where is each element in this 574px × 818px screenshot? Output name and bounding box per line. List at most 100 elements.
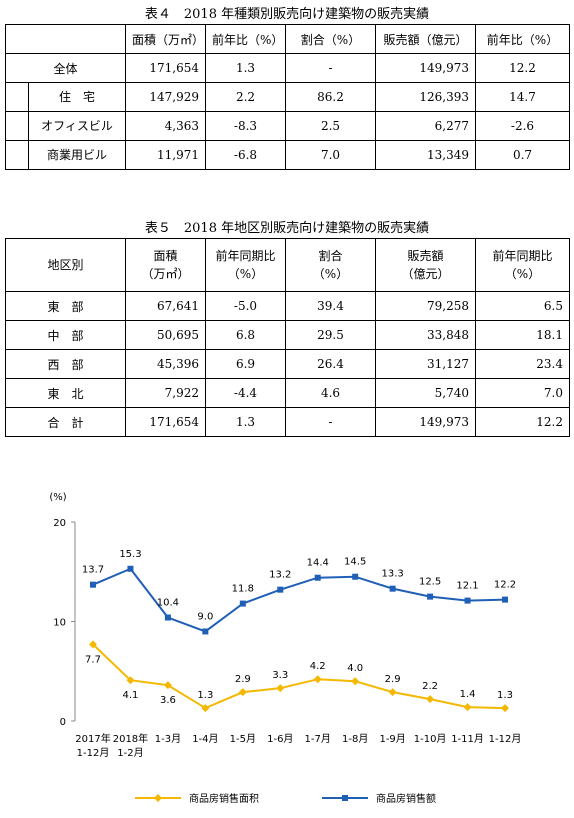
marker [239, 600, 246, 607]
cell: 4,363 [125, 111, 206, 141]
marker [163, 681, 172, 690]
header-cell: 面積（万㎡） [125, 24, 206, 54]
header-cell: 面積 （万㎡） [125, 238, 206, 292]
header-cell: 前年同期比 （%） [205, 238, 286, 292]
row: オフィスビル 4,363 -8.3 2.5 6,277 -2.6 [5, 111, 570, 141]
x-tick-label: 1-10月 [414, 733, 447, 745]
marker [426, 695, 435, 704]
cell: 東 北 [5, 378, 126, 408]
x-tick-label: 1-7月 [305, 733, 331, 745]
row: 商業用ビル 11,971 -6.8 7.0 13,349 0.7 [5, 140, 570, 170]
value-label: 3.6 [160, 695, 176, 706]
marker [127, 565, 134, 572]
cell: 合 計 [5, 407, 126, 437]
header-line: 面積 [153, 249, 178, 263]
y-tick-label: 10 [53, 618, 66, 629]
header-line: （万㎡） [141, 267, 190, 281]
marker [389, 585, 396, 592]
marker [351, 677, 360, 686]
value-label: 7.7 [85, 654, 101, 665]
table-title: 表４ 2018 年種類別販売向け建築物の販売実績 [144, 7, 430, 22]
header-cell: 割合（%） [285, 24, 376, 54]
cell: -2.6 [475, 111, 570, 141]
cell: 12.2 [475, 53, 570, 83]
value-label: 13.2 [269, 570, 291, 581]
cell: 11,971 [125, 140, 206, 170]
table: 面積（万㎡） 前年比（%） 割合（%） 販売額（億元） 前年比（%） 全体 171,654 1… [5, 24, 570, 170]
marker [352, 573, 359, 580]
marker [314, 574, 321, 581]
line [92, 643, 506, 710]
y-axis-label: (%) [49, 492, 66, 503]
value-label: 4.2 [310, 661, 326, 672]
cell: 全体 [5, 53, 126, 83]
cell: 0.7 [475, 140, 570, 170]
cell: 東 部 [5, 291, 126, 321]
marker [202, 628, 209, 635]
cell: 6,277 [375, 111, 476, 141]
value-label: 14.4 [307, 558, 329, 569]
cell: 2.2 [205, 82, 286, 112]
cell: 79,258 [375, 291, 476, 321]
marker [89, 640, 97, 649]
marker [276, 684, 285, 693]
cell: 31,127 [375, 349, 476, 379]
x-tick-label: 1-5月 [230, 733, 256, 745]
cell: 5,740 [375, 378, 476, 408]
header-row: 地区別 面積 （万㎡） 前年同期比 （%） 割合 （%） 販売額 （億元） 前年同期比 （%） [5, 238, 570, 292]
header-cell: 地区別 [5, 238, 126, 292]
y-tick-label: 0 [60, 717, 66, 728]
row: 東 北 7,922 -4.4 4.6 5,740 7.0 [5, 378, 570, 408]
value-label: 12.5 [419, 577, 441, 588]
table-title: 表５ 2018 年地区別販売向け建築物の販売実績 [144, 221, 430, 236]
marker [502, 596, 508, 603]
marker [90, 581, 96, 588]
cell: 26.4 [285, 349, 376, 379]
marker [388, 688, 397, 697]
header-cell [5, 24, 126, 54]
cell: 45,396 [125, 349, 206, 379]
cell: 2.5 [285, 111, 376, 141]
value-label: 10.4 [157, 598, 179, 609]
value-label: 2.9 [385, 674, 401, 685]
cell: 住 宅 [5, 82, 126, 112]
marker [126, 676, 135, 685]
value-label: 14.5 [344, 557, 366, 568]
cell: - [285, 53, 376, 83]
x-tick-label: 2018年 1-2月 [113, 732, 148, 759]
table: 地区別 面積 （万㎡） 前年同期比 （%） 割合 （%） 販売額 （億元） 前年同期比 （%） 東 部… [5, 238, 570, 437]
header-cell: 販売額（億元） [375, 24, 476, 54]
value-label: 9.0 [197, 611, 213, 622]
value-label: 1.3 [497, 690, 513, 701]
x-tick-label: 1-6月 [267, 733, 293, 745]
cell: 西 部 [5, 349, 126, 379]
header-line: 割合 [318, 249, 343, 263]
cell: 4.6 [285, 378, 376, 408]
header-line: （億元） [401, 267, 450, 281]
marker [238, 688, 247, 697]
cell: -6.8 [205, 140, 286, 170]
row: 住 宅 147,929 2.2 86.2 126,393 14.7 [5, 82, 570, 112]
cell: -5.0 [205, 291, 286, 321]
header-cell: 前年同期比 （%） [475, 238, 570, 292]
marker [464, 597, 471, 604]
row: 合 計 171,654 1.3-149,973 12.2 [5, 407, 570, 437]
value-label: 13.7 [82, 565, 104, 576]
marker [463, 703, 472, 712]
header-cell: 販売額 （億元） [375, 238, 476, 292]
cell: 149,973 [375, 407, 476, 437]
cell: 6.8 [205, 320, 286, 350]
cell: 7.0 [285, 140, 376, 170]
value-label: 1.4 [460, 689, 476, 700]
cell: - [285, 407, 376, 437]
x-tick-label: 1-11月 [451, 733, 484, 745]
cell: 14.7 [475, 82, 570, 112]
cell: 147,929 [125, 82, 206, 112]
cell: 1.3 [205, 407, 286, 437]
cell: 29.5 [285, 320, 376, 350]
header-line: （%） [312, 267, 349, 281]
cell: 18.1 [475, 320, 570, 350]
header-line: 前年同期比 [215, 249, 276, 263]
header-line: 販売額 [407, 249, 444, 263]
